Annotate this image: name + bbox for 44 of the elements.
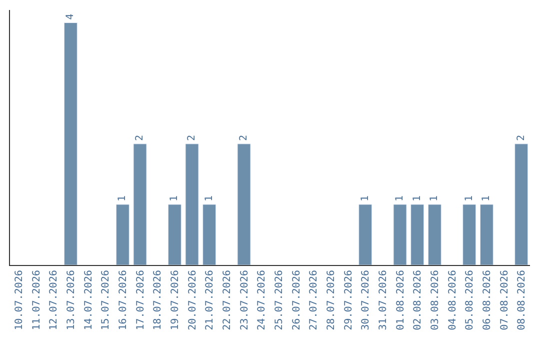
x-tick-label: 31.07.2026 (378, 270, 389, 330)
x-tick-label: 19.07.2026 (170, 270, 181, 330)
x-tick-label: 07.08.2026 (499, 270, 510, 330)
x-tick-label: 20.07.2026 (187, 270, 198, 330)
data-label: 2 (134, 134, 146, 141)
x-tick-label: 25.07.2026 (274, 270, 285, 330)
x-tick-label: 14.07.2026 (83, 270, 94, 330)
x-tick-label: 11.07.2026 (31, 270, 42, 330)
data-label: 1 (429, 195, 440, 202)
x-tick-label: 23.07.2026 (239, 270, 250, 330)
x-tick-label: 06.08.2026 (482, 270, 493, 330)
data-label: 2 (516, 134, 527, 141)
x-tick-label: 04.08.2026 (447, 270, 458, 330)
x-tick-label: 30.07.2026 (360, 270, 372, 330)
x-tick-label: 03.08.2026 (430, 270, 441, 330)
x-tick-label: 21.07.2026 (204, 270, 216, 330)
x-tick-label: 16.07.2026 (118, 270, 129, 330)
data-label: 1 (117, 195, 128, 202)
x-tick-label: 12.07.2026 (48, 270, 60, 330)
x-tick-label: 29.07.2026 (343, 270, 354, 330)
data-label: 1 (204, 195, 215, 202)
x-tick-label: 02.08.2026 (412, 270, 424, 330)
data-label: 2 (238, 134, 250, 141)
data-label: 1 (412, 195, 423, 202)
x-tick-label: 05.08.2026 (464, 270, 476, 330)
data-label: 1 (464, 195, 475, 202)
x-tick-label: 27.07.2026 (308, 270, 320, 330)
x-tick-label: 01.08.2026 (395, 270, 406, 330)
data-label: 4 (65, 14, 76, 20)
x-tick-label: 15.07.2026 (100, 270, 112, 330)
data-label: 1 (360, 195, 371, 202)
x-tick-label: 18.07.2026 (152, 270, 164, 330)
data-label: 2 (186, 134, 198, 141)
x-tick-label: 28.07.2026 (326, 270, 337, 330)
x-tick-label: 10.07.2026 (14, 270, 25, 330)
x-tick-label: 24.07.2026 (256, 270, 268, 330)
data-label: 1 (481, 195, 492, 202)
x-tick-label: 26.07.2026 (291, 270, 302, 330)
x-tick-label: 17.07.2026 (135, 270, 146, 330)
x-tick-label: 13.07.2026 (66, 270, 77, 330)
x-tick-label: 08.08.2026 (516, 270, 528, 330)
data-label: 1 (394, 195, 406, 202)
data-label: 1 (169, 195, 180, 202)
x-tick-label: 22.07.2026 (222, 270, 233, 330)
